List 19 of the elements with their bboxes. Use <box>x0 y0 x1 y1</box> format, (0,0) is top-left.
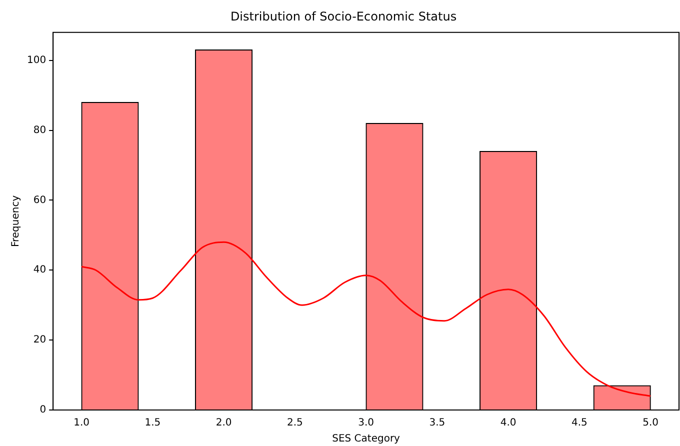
x-tick-label: 5.0 <box>642 418 659 429</box>
y-tick-label: 0 <box>40 404 46 416</box>
y-tick-label: 20 <box>33 334 46 346</box>
x-tick-label: 1.5 <box>144 418 161 429</box>
x-tick-label: 3.0 <box>358 418 374 429</box>
x-tick-label: 2.5 <box>286 418 303 429</box>
y-tick-label: 100 <box>26 54 46 66</box>
y-tick-label: 80 <box>33 124 46 136</box>
x-axis-title: SES Category <box>332 434 400 445</box>
y-tick-label: 60 <box>33 194 46 206</box>
y-axis-title: Frequency <box>10 195 22 248</box>
x-tick-label: 3.5 <box>429 418 446 429</box>
x-tick-label: 1.0 <box>74 418 90 429</box>
y-tick-label: 40 <box>33 264 46 276</box>
x-tick-label: 4.5 <box>571 418 588 429</box>
x-tick-label: 4.0 <box>500 418 516 429</box>
x-tick-label: 2.0 <box>216 418 232 429</box>
line-series <box>80 241 652 397</box>
chart-title: Distribution of Socio-Economic Status <box>230 9 457 24</box>
